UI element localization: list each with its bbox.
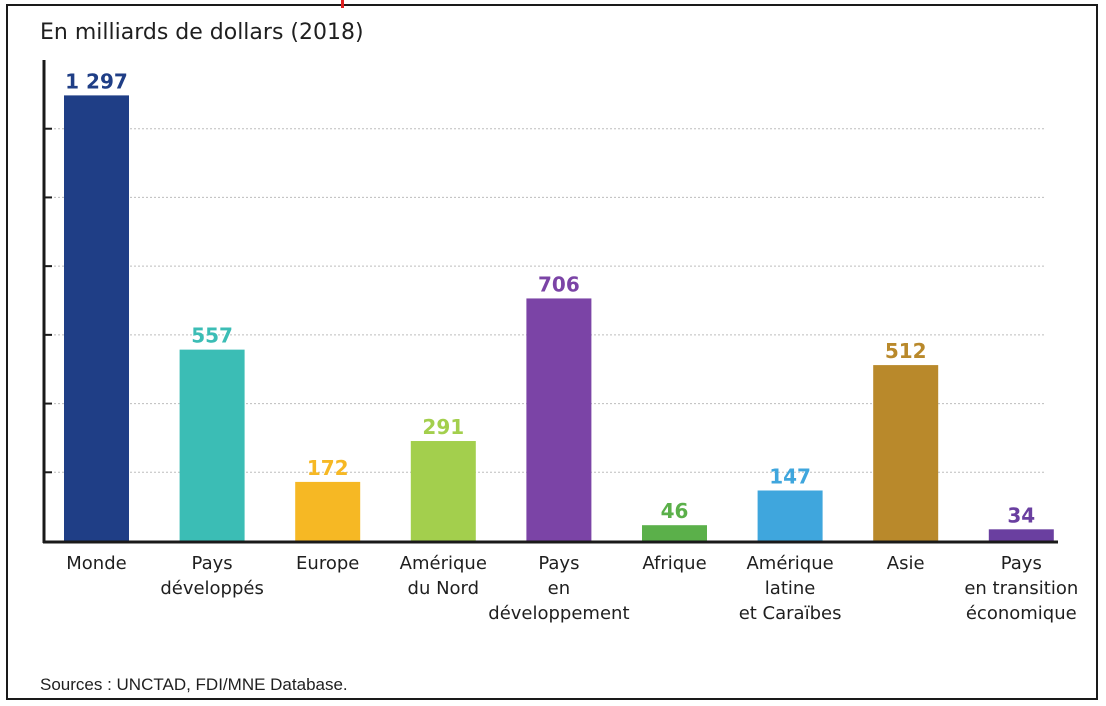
value-label: 34 xyxy=(1007,503,1035,527)
bar xyxy=(757,490,823,541)
category-label: Monde xyxy=(66,553,126,574)
category-labels: Monde Pays développés Europe Amérique du Nord… xyxy=(66,553,1078,624)
bar xyxy=(988,529,1054,541)
category-label: Amérique xyxy=(746,553,833,574)
bars xyxy=(64,95,1054,542)
bar xyxy=(295,481,361,541)
bar xyxy=(179,349,245,541)
value-label: 557 xyxy=(191,324,233,348)
chart-title: En milliards de dollars (2018) xyxy=(40,20,364,45)
bar xyxy=(526,298,592,541)
value-label: 147 xyxy=(769,464,811,488)
category-label: Pays xyxy=(1001,553,1042,574)
category-label: du Nord xyxy=(408,578,480,599)
top-red-mark xyxy=(341,0,344,8)
category-label: Pays xyxy=(192,553,233,574)
value-label: 291 xyxy=(422,415,464,439)
category-label: Pays xyxy=(538,553,579,574)
category-label: latine xyxy=(765,578,816,599)
value-label: 512 xyxy=(885,339,927,363)
value-label: 1 297 xyxy=(65,69,128,93)
bar xyxy=(642,525,707,541)
category-label: développement xyxy=(488,603,629,624)
figure-frame xyxy=(6,4,1098,700)
bar xyxy=(873,365,939,541)
category-label: Amérique xyxy=(400,553,487,574)
bar xyxy=(410,441,476,541)
category-label: économique xyxy=(966,603,1077,624)
category-label: Asie xyxy=(887,553,925,574)
category-label: Europe xyxy=(296,553,359,574)
value-label: 172 xyxy=(307,456,349,480)
category-label: et Caraïbes xyxy=(739,603,842,624)
value-label: 46 xyxy=(661,499,689,523)
bar xyxy=(64,95,129,542)
category-label: Afrique xyxy=(642,553,706,574)
value-labels: 1 297 557 172 291 706 46 147 512 34 xyxy=(65,69,1035,527)
category-label: en transition xyxy=(964,578,1078,599)
source-note: Sources : UNCTAD, FDI/MNE Database. xyxy=(40,675,348,694)
value-label: 706 xyxy=(538,272,580,296)
category-label: développés xyxy=(160,578,264,599)
category-label: en xyxy=(548,578,570,599)
